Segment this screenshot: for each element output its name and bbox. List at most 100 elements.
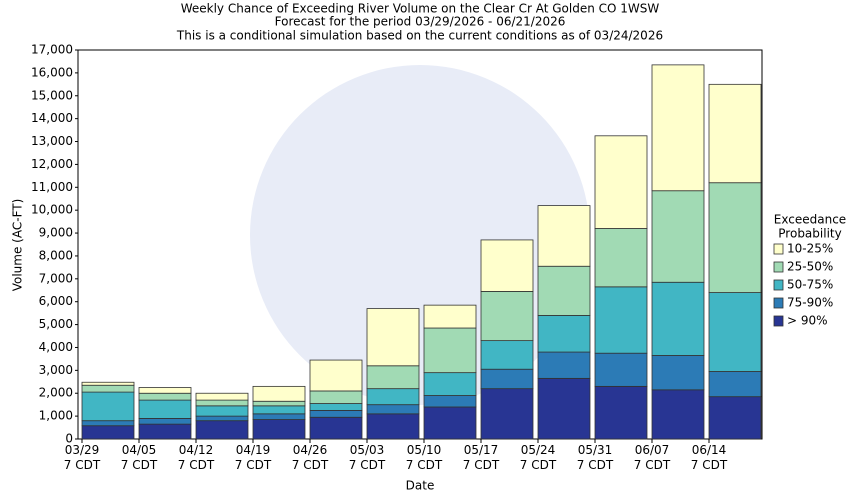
y-tick-label: 16,000 xyxy=(31,65,73,79)
x-tick-label: 06/14 7 CDT xyxy=(690,443,728,472)
bar-segment xyxy=(138,418,192,425)
plot-area xyxy=(77,49,763,440)
bar-segment xyxy=(651,389,705,440)
bar-segment xyxy=(309,359,363,392)
bar-segment xyxy=(81,391,135,422)
bar-segment xyxy=(366,388,420,406)
y-tick-label: 10,000 xyxy=(31,203,73,217)
x-tick-label: 03/29 7 CDT xyxy=(63,443,101,472)
bar-segment xyxy=(309,390,363,404)
bar-segment xyxy=(594,135,648,229)
x-tick-label: 06/07 7 CDT xyxy=(633,443,671,472)
bar-segment xyxy=(195,405,249,417)
y-tick-label: 6,000 xyxy=(39,294,73,308)
bar-segment xyxy=(366,308,420,367)
bar-segment xyxy=(252,413,306,420)
x-axis-label: Date xyxy=(406,479,435,493)
legend-label: 75-90% xyxy=(787,296,833,310)
x-tick-label: 05/17 7 CDT xyxy=(462,443,500,472)
y-tick-label: 11,000 xyxy=(31,180,73,194)
y-tick-label: 3,000 xyxy=(39,363,73,377)
bar-segment xyxy=(594,352,648,387)
bar-segment xyxy=(708,83,762,184)
bar-segment xyxy=(252,405,306,415)
bar-segment xyxy=(708,371,762,398)
x-tick-label: 04/26 7 CDT xyxy=(291,443,329,472)
bar-segment xyxy=(708,292,762,372)
x-tick-label: 05/03 7 CDT xyxy=(348,443,386,472)
bar-segment xyxy=(480,388,534,440)
bar-segment xyxy=(651,281,705,356)
bar-segment xyxy=(138,387,192,394)
chart-subtitle: Forecast for the period 03/29/2026 - 06/… xyxy=(275,15,566,29)
legend-label: > 90% xyxy=(787,314,828,328)
y-tick-label: 4,000 xyxy=(39,340,73,354)
y-axis-label: Volume (AC-FT) xyxy=(11,199,25,292)
bar-segment xyxy=(423,395,477,408)
y-tick-label: 8,000 xyxy=(39,248,73,262)
bar-segment xyxy=(252,419,306,440)
bar-segment xyxy=(480,291,534,342)
bar-segment xyxy=(423,304,477,329)
bar-segment xyxy=(81,381,135,386)
bar-segment xyxy=(138,423,192,440)
bar-segment xyxy=(366,404,420,415)
x-tick-label: 05/24 7 CDT xyxy=(519,443,557,472)
bar-segment xyxy=(195,399,249,407)
bar-segment xyxy=(252,400,306,407)
legend-label: 10-25% xyxy=(787,242,833,256)
legend-title: Probability xyxy=(778,227,841,241)
bar-segment xyxy=(81,384,135,393)
y-tick-label: 5,000 xyxy=(39,317,73,331)
bar-segment xyxy=(537,377,591,440)
y-tick-label: 7,000 xyxy=(39,271,73,285)
y-tick-label: 14,000 xyxy=(31,111,73,125)
y-tick-label: 0 xyxy=(65,432,73,446)
y-tick-label: 15,000 xyxy=(31,88,73,102)
bar-segment xyxy=(537,265,591,316)
x-tick-label: 05/10 7 CDT xyxy=(405,443,443,472)
bar-segment xyxy=(138,392,192,401)
y-tick-label: 2,000 xyxy=(39,386,73,400)
legend-label: 25-50% xyxy=(787,260,833,274)
bar-segment xyxy=(81,425,135,440)
y-tick-label: 9,000 xyxy=(39,226,73,240)
bar-segment xyxy=(366,413,420,440)
legend-swatch xyxy=(773,261,784,273)
legend-swatch xyxy=(773,297,784,309)
bar-segment xyxy=(594,286,648,354)
x-tick-label: 05/31 7 CDT xyxy=(576,443,614,472)
legend-label: 50-75% xyxy=(787,278,833,292)
y-tick-label: 12,000 xyxy=(31,157,73,171)
y-tick-label: 1,000 xyxy=(39,409,73,423)
bar-segment xyxy=(423,372,477,396)
bar-segment xyxy=(366,365,420,390)
chart-subtitle: This is a conditional simulation based o… xyxy=(176,29,663,43)
bar-segment xyxy=(651,190,705,283)
bar-segment xyxy=(195,415,249,422)
y-tick-label: 13,000 xyxy=(31,134,73,148)
bar-segment xyxy=(651,64,705,192)
bar-segment xyxy=(708,182,762,293)
bar-segment xyxy=(423,406,477,440)
bar-segment xyxy=(309,403,363,411)
bar-segment xyxy=(537,351,591,379)
bar-segment xyxy=(651,355,705,391)
bar-segment xyxy=(195,392,249,401)
bar-segment xyxy=(594,385,648,440)
legend-title: Exceedance xyxy=(774,213,846,227)
legend-swatch xyxy=(773,315,784,327)
bar-segment xyxy=(537,315,591,353)
x-tick-label: 04/12 7 CDT xyxy=(177,443,215,472)
bar-segment xyxy=(195,420,249,440)
bar-segment xyxy=(309,409,363,418)
bar-segment xyxy=(138,399,192,419)
bar-segment xyxy=(594,228,648,288)
bar-segment xyxy=(423,327,477,374)
bar-segment xyxy=(81,420,135,427)
bar-segment xyxy=(252,385,306,402)
bar-segment xyxy=(537,205,591,267)
x-tick-label: 04/05 7 CDT xyxy=(120,443,158,472)
